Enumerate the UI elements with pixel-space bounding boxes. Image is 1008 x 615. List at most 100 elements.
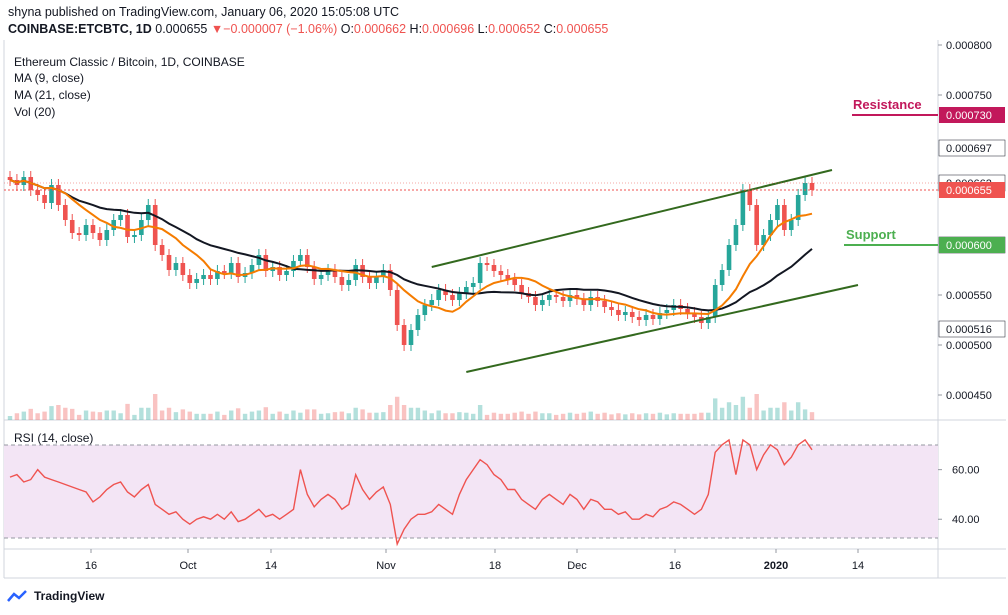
candle-body[interactable]	[284, 271, 289, 275]
candle-body[interactable]	[629, 312, 635, 317]
candle-body[interactable]	[705, 317, 711, 323]
candle-body[interactable]	[477, 263, 483, 283]
candle-body[interactable]	[623, 312, 628, 315]
candle-body[interactable]	[159, 245, 165, 255]
candle-body[interactable]	[775, 205, 780, 220]
candle-body[interactable]	[56, 185, 61, 205]
candle-body[interactable]	[304, 255, 310, 267]
candle-body[interactable]	[533, 297, 538, 305]
candle-body[interactable]	[726, 245, 732, 270]
candle-body[interactable]	[76, 233, 82, 235]
candle-body[interactable]	[401, 325, 407, 345]
candle-body[interactable]	[35, 190, 40, 195]
candle-body[interactable]	[519, 285, 524, 293]
candle-body[interactable]	[795, 195, 801, 220]
candle-body[interactable]	[249, 265, 255, 273]
candle-body[interactable]	[692, 313, 697, 317]
candle-body[interactable]	[104, 230, 110, 240]
candle-body[interactable]	[588, 297, 594, 305]
candle-body[interactable]	[788, 220, 794, 230]
candle-body[interactable]	[470, 283, 476, 287]
candle-body[interactable]	[215, 271, 220, 279]
candle-body[interactable]	[408, 330, 414, 345]
candle-body[interactable]	[187, 275, 193, 283]
candle-body[interactable]	[809, 183, 815, 190]
candle-body[interactable]	[747, 190, 753, 205]
tradingview-logo[interactable]: TradingView	[6, 589, 104, 603]
candle-body[interactable]	[685, 309, 690, 313]
candle-body[interactable]	[228, 263, 234, 273]
candle-body[interactable]	[581, 299, 587, 305]
candlesticks[interactable]	[7, 171, 815, 351]
candle-body[interactable]	[194, 279, 199, 283]
candle-body[interactable]	[263, 255, 269, 271]
candle-body[interactable]	[436, 290, 441, 300]
candle-body[interactable]	[49, 185, 54, 203]
candle-body[interactable]	[422, 305, 428, 315]
candle-body[interactable]	[63, 205, 68, 220]
candle-body[interactable]	[90, 225, 96, 233]
candle-body[interactable]	[636, 317, 642, 320]
candle-body[interactable]	[540, 300, 545, 305]
candle-body[interactable]	[505, 275, 511, 279]
candle-body[interactable]	[740, 190, 746, 225]
candle-body[interactable]	[643, 315, 649, 320]
candle-body[interactable]	[754, 205, 759, 245]
candle-body[interactable]	[484, 263, 490, 265]
candle-body[interactable]	[201, 275, 206, 279]
time-axis[interactable]: 16 Oct 14 Nov 18 Dec 16 2020 14	[85, 549, 864, 572]
candle-body[interactable]	[111, 220, 117, 230]
candle-body[interactable]	[415, 315, 421, 330]
candle-body[interactable]	[712, 285, 718, 317]
channel-lower-line[interactable]	[466, 284, 859, 373]
candle-body[interactable]	[782, 205, 787, 230]
candle-body[interactable]	[208, 275, 213, 279]
candle-body[interactable]	[291, 261, 296, 271]
candle-body[interactable]	[733, 225, 739, 245]
candle-body[interactable]	[450, 295, 455, 300]
candle-body[interactable]	[346, 280, 352, 285]
candle-body[interactable]	[332, 270, 338, 277]
candle-body[interactable]	[42, 195, 47, 203]
candle-body[interactable]	[457, 293, 462, 300]
channel-upper-line[interactable]	[431, 169, 833, 268]
candle-body[interactable]	[173, 263, 179, 270]
candle-body[interactable]	[768, 220, 773, 235]
candle-body[interactable]	[560, 297, 566, 301]
candle-body[interactable]	[318, 275, 324, 279]
candle-body[interactable]	[802, 183, 808, 195]
candle-body[interactable]	[387, 270, 393, 290]
candle-body[interactable]	[125, 215, 130, 237]
candle-body[interactable]	[180, 263, 186, 275]
candle-body[interactable]	[429, 300, 435, 305]
candle-body[interactable]	[491, 265, 497, 271]
candle-body[interactable]	[498, 271, 504, 275]
candle-body[interactable]	[546, 295, 552, 300]
candle-body[interactable]	[394, 290, 400, 325]
candle-body[interactable]	[719, 270, 725, 285]
candle-body[interactable]	[222, 271, 227, 273]
candle-body[interactable]	[443, 290, 448, 295]
candle-body[interactable]	[69, 220, 75, 233]
candle-body[interactable]	[602, 301, 607, 307]
candle-body[interactable]	[97, 233, 103, 240]
candle-body[interactable]	[118, 215, 123, 220]
candle-body[interactable]	[650, 315, 656, 319]
candle-body[interactable]	[166, 255, 172, 270]
candle-body[interactable]	[256, 255, 262, 265]
candle-body[interactable]	[761, 235, 766, 245]
candle-body[interactable]	[235, 263, 241, 277]
candle-body[interactable]	[567, 295, 573, 301]
candle-body[interactable]	[664, 310, 670, 313]
candle-body[interactable]	[339, 277, 345, 285]
candle-body[interactable]	[553, 295, 559, 297]
candle-body[interactable]	[657, 313, 663, 319]
candle-body[interactable]	[152, 205, 158, 245]
candle-body[interactable]	[325, 270, 331, 275]
candle-body[interactable]	[609, 307, 614, 310]
candle-body[interactable]	[7, 177, 13, 180]
price-axis[interactable]: 0.0008000.0007500.0006970.0006620.000655…	[938, 40, 1006, 402]
candle-body[interactable]	[512, 279, 518, 285]
price-pane[interactable]	[4, 40, 938, 420]
